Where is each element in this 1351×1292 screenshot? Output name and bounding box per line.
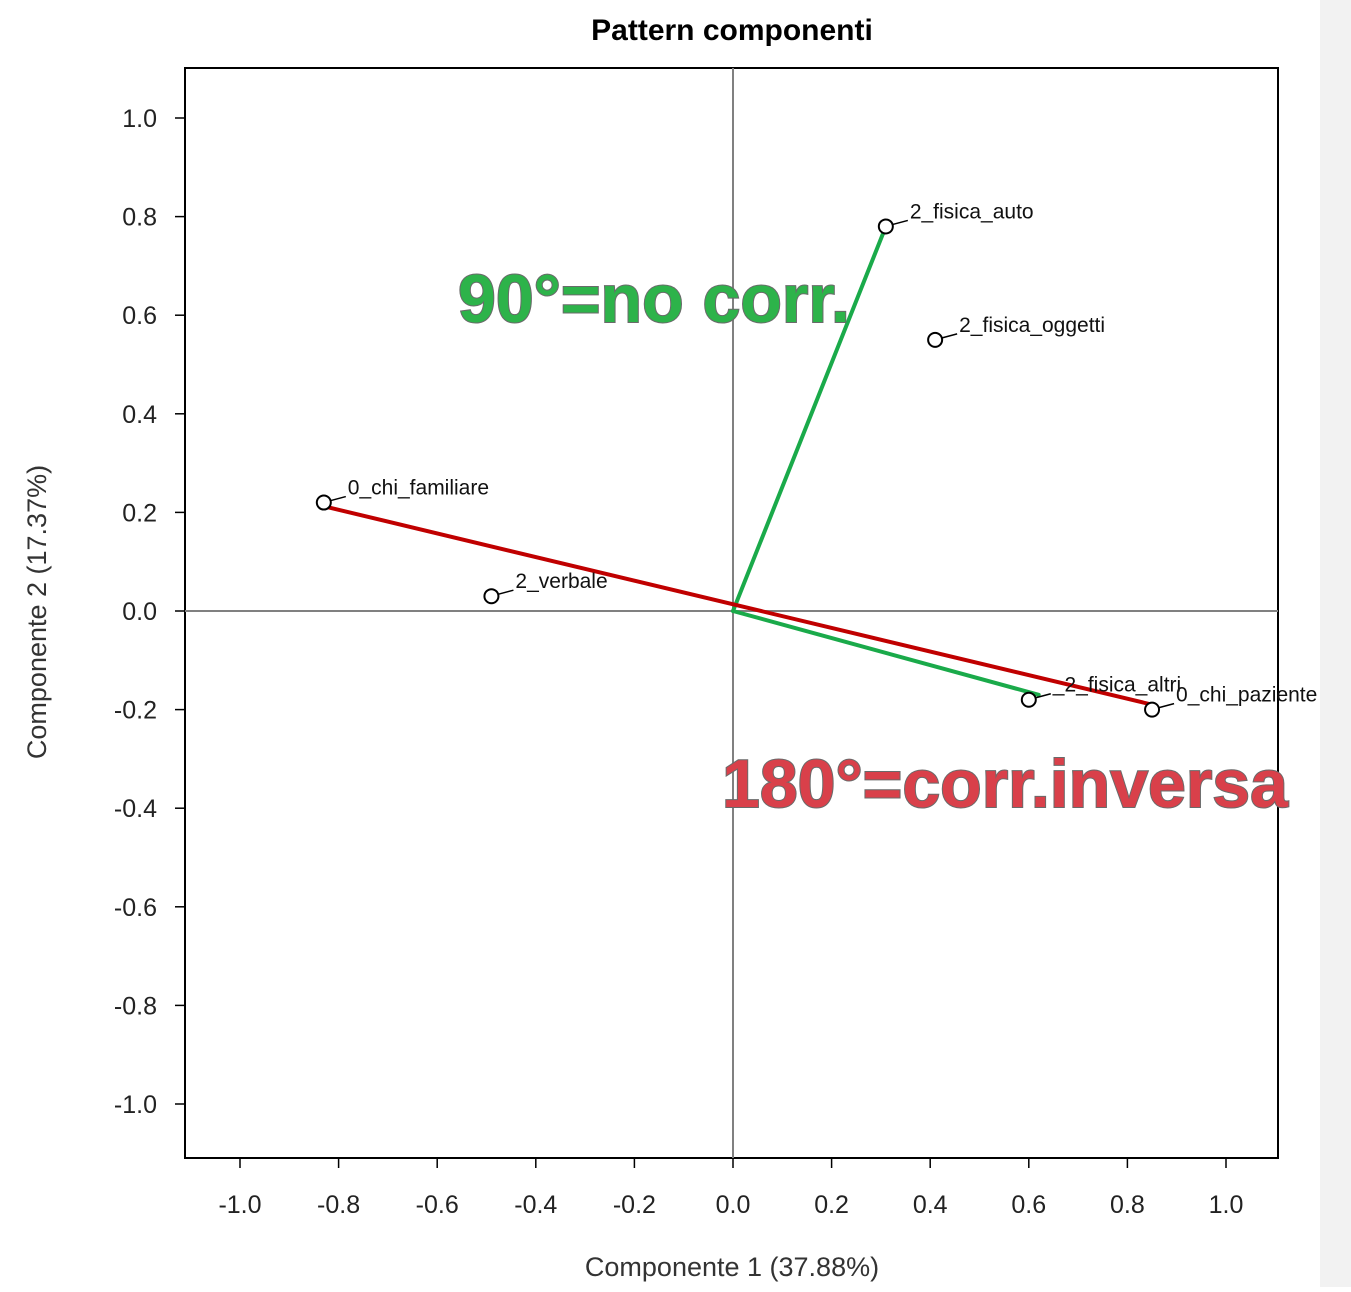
point-label: 2_fisica_oggetti: [959, 314, 1105, 337]
point-label: _2_fisica_altri: [1052, 674, 1181, 697]
y-tick-label: -0.6: [114, 894, 157, 922]
vector-line: [731, 224, 888, 613]
y-axis-ticks: 1.0 0.8 0.6 0.4 0.2 0.0 -0.2 -0.4 -0.6 -0.8 -1.0: [114, 105, 185, 1119]
x-tick-label: 0.8: [1110, 1191, 1145, 1219]
x-tick-label: 0.0: [716, 1191, 751, 1219]
y-tick-label: -0.2: [114, 697, 157, 725]
x-tick-label: -0.4: [514, 1191, 557, 1219]
point-label: 0_chi_paziente: [1176, 684, 1317, 707]
x-tick-label: -1.0: [218, 1191, 261, 1219]
data-point: [1144, 701, 1161, 718]
x-axis-ticks: -1.0 -0.8 -0.6 -0.4 -0.2 0.0 0.2 0.4 0.6 0.8 1.0: [218, 1158, 1243, 1219]
point-leader: [498, 589, 514, 595]
data-points: 2_fisica_auto 2_fisica_oggetti 0_chi_famil…: [315, 200, 1317, 718]
chart-title: Pattern componenti: [591, 14, 873, 47]
annotation-text: 180°=corr.inversa: [722, 746, 1289, 822]
x-tick-label: -0.8: [317, 1191, 360, 1219]
vector-line: [326, 505, 1155, 707]
plot-frame: [184, 67, 1279, 1159]
point-leader: [330, 495, 347, 502]
annotations: 90°=no corr. 180°=corr.inversa: [457, 260, 1290, 823]
y-tick-label: -0.4: [114, 795, 157, 823]
y-tick-label: 0.6: [122, 302, 157, 330]
y-tick-label: -0.8: [114, 992, 157, 1020]
y-tick-label: 0.8: [122, 204, 157, 232]
data-point: [1020, 691, 1037, 708]
x-axis-label: Componente 1 (37.88%): [585, 1252, 879, 1282]
correlation-vectors: [326, 224, 1155, 707]
x-tick-label: 0.2: [814, 1191, 849, 1219]
y-axis-label: Componente 2 (17.37%): [22, 465, 52, 759]
point-label: 2_verbale: [515, 570, 607, 593]
data-point: [877, 218, 894, 235]
x-tick-label: 1.0: [1209, 1191, 1244, 1219]
y-tick-label: 0.0: [122, 598, 157, 626]
y-tick-label: 0.4: [122, 401, 157, 429]
side-panel-strip: [1320, 0, 1351, 1287]
y-tick-label: 1.0: [122, 105, 157, 133]
point-leader: [1035, 693, 1051, 699]
point-leader: [892, 219, 909, 226]
point-leader: [1158, 702, 1175, 709]
point-leader: [941, 333, 958, 339]
point-label: 2_fisica_auto: [910, 200, 1034, 223]
x-tick-label: -0.6: [416, 1191, 459, 1219]
vector-line: [731, 609, 1041, 697]
data-point: [315, 494, 332, 511]
x-tick-label: -0.2: [613, 1191, 656, 1219]
annotation-text: 90°=no corr.: [458, 261, 850, 337]
data-point: [927, 331, 944, 348]
y-tick-label: -1.0: [114, 1091, 157, 1119]
x-tick-label: 0.4: [913, 1191, 948, 1219]
data-point: [483, 588, 500, 605]
x-tick-label: 0.6: [1011, 1191, 1046, 1219]
y-tick-label: 0.2: [122, 499, 157, 527]
point-label: 0_chi_familiare: [348, 477, 489, 500]
